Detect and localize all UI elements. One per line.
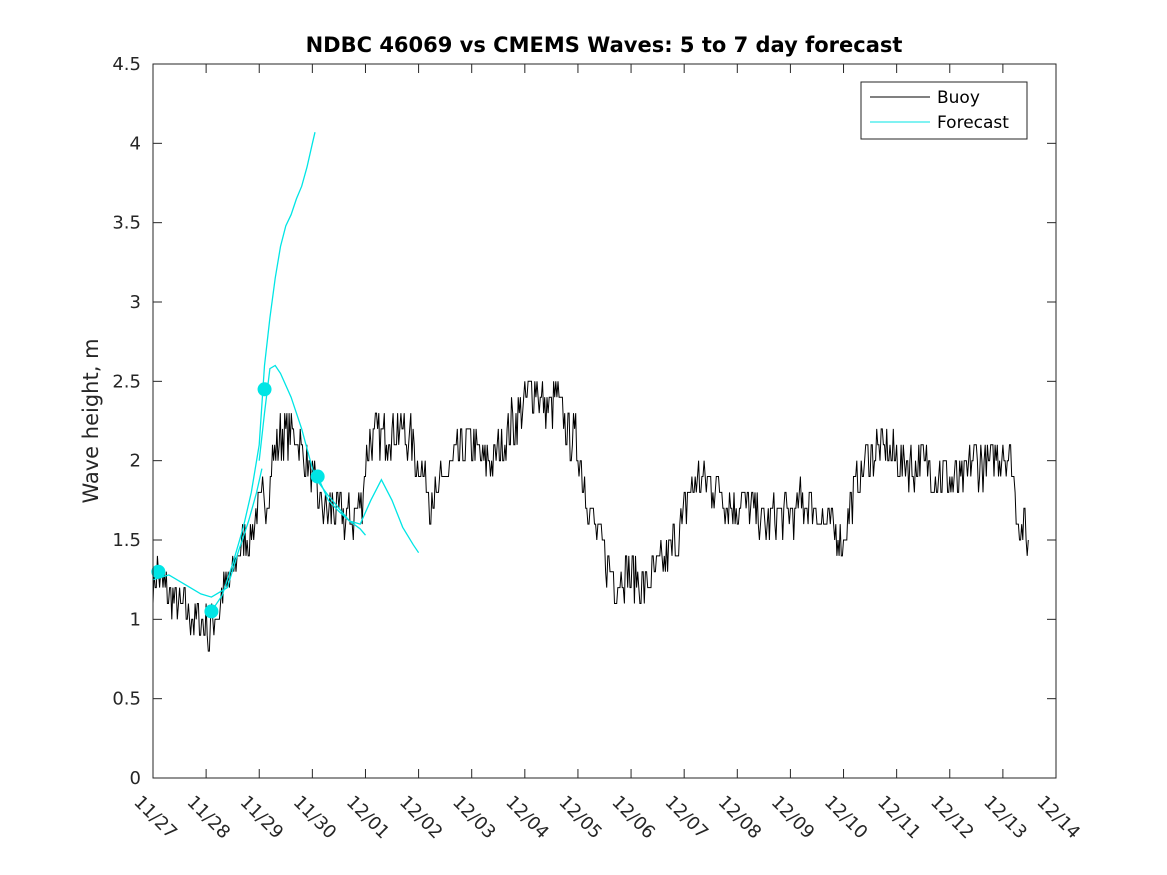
legend-label-buoy: Buoy bbox=[937, 88, 980, 108]
forecast-series-line-1 bbox=[152, 468, 263, 598]
chart-title: NDBC 46069 vs CMEMS Waves: 5 to 7 day fo… bbox=[306, 33, 903, 57]
y-tick-label: 0.5 bbox=[112, 689, 141, 710]
forecast-start-marker-2 bbox=[204, 604, 219, 619]
legend: Buoy Forecast bbox=[860, 81, 1028, 140]
legend-box bbox=[860, 81, 1028, 140]
y-tick-label: 2.5 bbox=[112, 371, 141, 392]
series-layer bbox=[151, 132, 1029, 652]
plot-frame bbox=[152, 63, 1057, 779]
y-tick-label: 0 bbox=[130, 768, 141, 789]
y-tick-labels: 0 0.5 1 1.5 2 2.5 3 3.5 4 4.5 bbox=[112, 54, 141, 789]
forecast-start-marker-1 bbox=[151, 564, 166, 579]
y-tick-label: 1 bbox=[130, 609, 141, 630]
legend-label-forecast: Forecast bbox=[937, 113, 1009, 133]
forecast-start-marker-4 bbox=[310, 469, 325, 484]
y-tick-label: 4.5 bbox=[112, 54, 141, 75]
y-tick-label: 3 bbox=[130, 292, 141, 313]
y-tick-label: 4 bbox=[130, 133, 141, 154]
y-tick-label: 1.5 bbox=[112, 530, 141, 551]
y-axis-label: Wave height, m bbox=[79, 338, 103, 503]
y-tick-label: 2 bbox=[130, 451, 141, 472]
forecast-start-marker-3 bbox=[257, 382, 272, 397]
plot-area bbox=[153, 64, 1056, 778]
y-tick-label: 3.5 bbox=[112, 213, 141, 234]
buoy-series-line bbox=[152, 380, 1029, 652]
forecast-series-line-2 bbox=[210, 132, 316, 612]
forecast-series-line-4 bbox=[317, 476, 420, 554]
